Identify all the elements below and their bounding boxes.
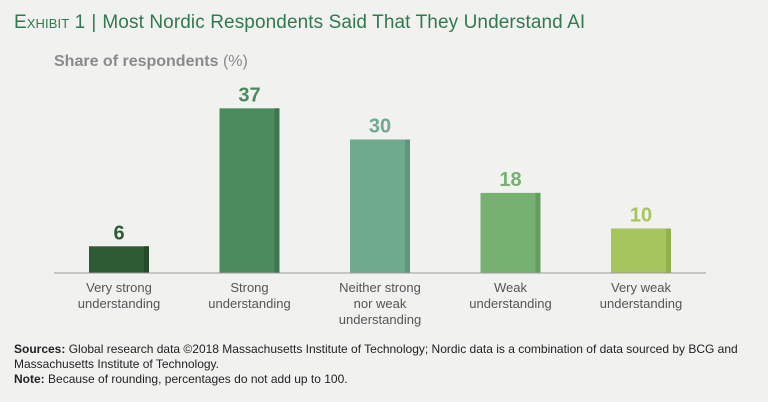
chart-subtitle-unit: (%) <box>222 53 248 70</box>
sources-text: Global research data ©2018 Massachusetts… <box>14 342 738 371</box>
note-label: Note: <box>14 372 45 386</box>
bar-shade-4 <box>666 228 671 273</box>
category-label-line: Neither strong <box>339 280 421 295</box>
category-label-line: understanding <box>208 296 290 311</box>
bars-layer <box>89 108 671 273</box>
bar-shade-1 <box>274 108 280 273</box>
rounding-note: Note: Because of rounding, percentages d… <box>14 372 754 387</box>
exhibit-title: Exhibit 1 | Most Nordic Respondents Said T… <box>14 12 585 34</box>
category-label-1: Strong understanding <box>208 280 290 311</box>
sources-note: Sources: Global research data ©2018 Mass… <box>14 342 754 372</box>
value-label-0: 6 <box>113 222 124 244</box>
bar-shade-0 <box>144 246 149 273</box>
category-label-line: nor weak <box>354 296 407 311</box>
title-separator: | <box>91 12 97 33</box>
category-label-2: Neither strong nor weak understanding <box>339 280 421 327</box>
bar-shade-3 <box>535 192 541 273</box>
category-label-line: understanding <box>339 312 421 327</box>
category-label-3: Weak understanding <box>469 280 551 311</box>
value-label-3: 18 <box>499 169 521 191</box>
bar-2 <box>350 139 410 273</box>
value-label-1: 37 <box>238 84 260 106</box>
bar-3 <box>480 192 541 273</box>
category-label-line: understanding <box>600 296 682 311</box>
category-label-4: Very weak understanding <box>600 280 682 311</box>
category-label-line: understanding <box>78 296 160 311</box>
sources-label: Sources: <box>14 342 66 356</box>
exhibit-label: Exhibit 1 <box>14 12 86 33</box>
value-label-4: 10 <box>630 205 652 227</box>
footnotes: Sources: Global research data ©2018 Mass… <box>14 342 754 387</box>
chart-subtitle: Share of respondents (%) <box>54 53 248 71</box>
bar-shade-2 <box>405 139 410 273</box>
category-label-line: Strong <box>230 280 268 295</box>
exhibit-title-text: Most Nordic Respondents Said That They U… <box>102 12 586 33</box>
category-label-0: Very strong understanding <box>78 280 160 311</box>
bar-1 <box>219 108 280 273</box>
category-label-line: Weak <box>494 280 527 295</box>
chart-subtitle-text: Share of respondents <box>54 53 219 70</box>
note-text: Because of rounding, percentages do not … <box>48 372 348 386</box>
bar-4 <box>611 228 671 273</box>
category-label-line: Very weak <box>611 280 671 295</box>
value-label-2: 30 <box>369 116 391 138</box>
category-label-line: Very strong <box>86 280 152 295</box>
category-label-line: understanding <box>469 296 551 311</box>
bar-0 <box>89 246 149 273</box>
